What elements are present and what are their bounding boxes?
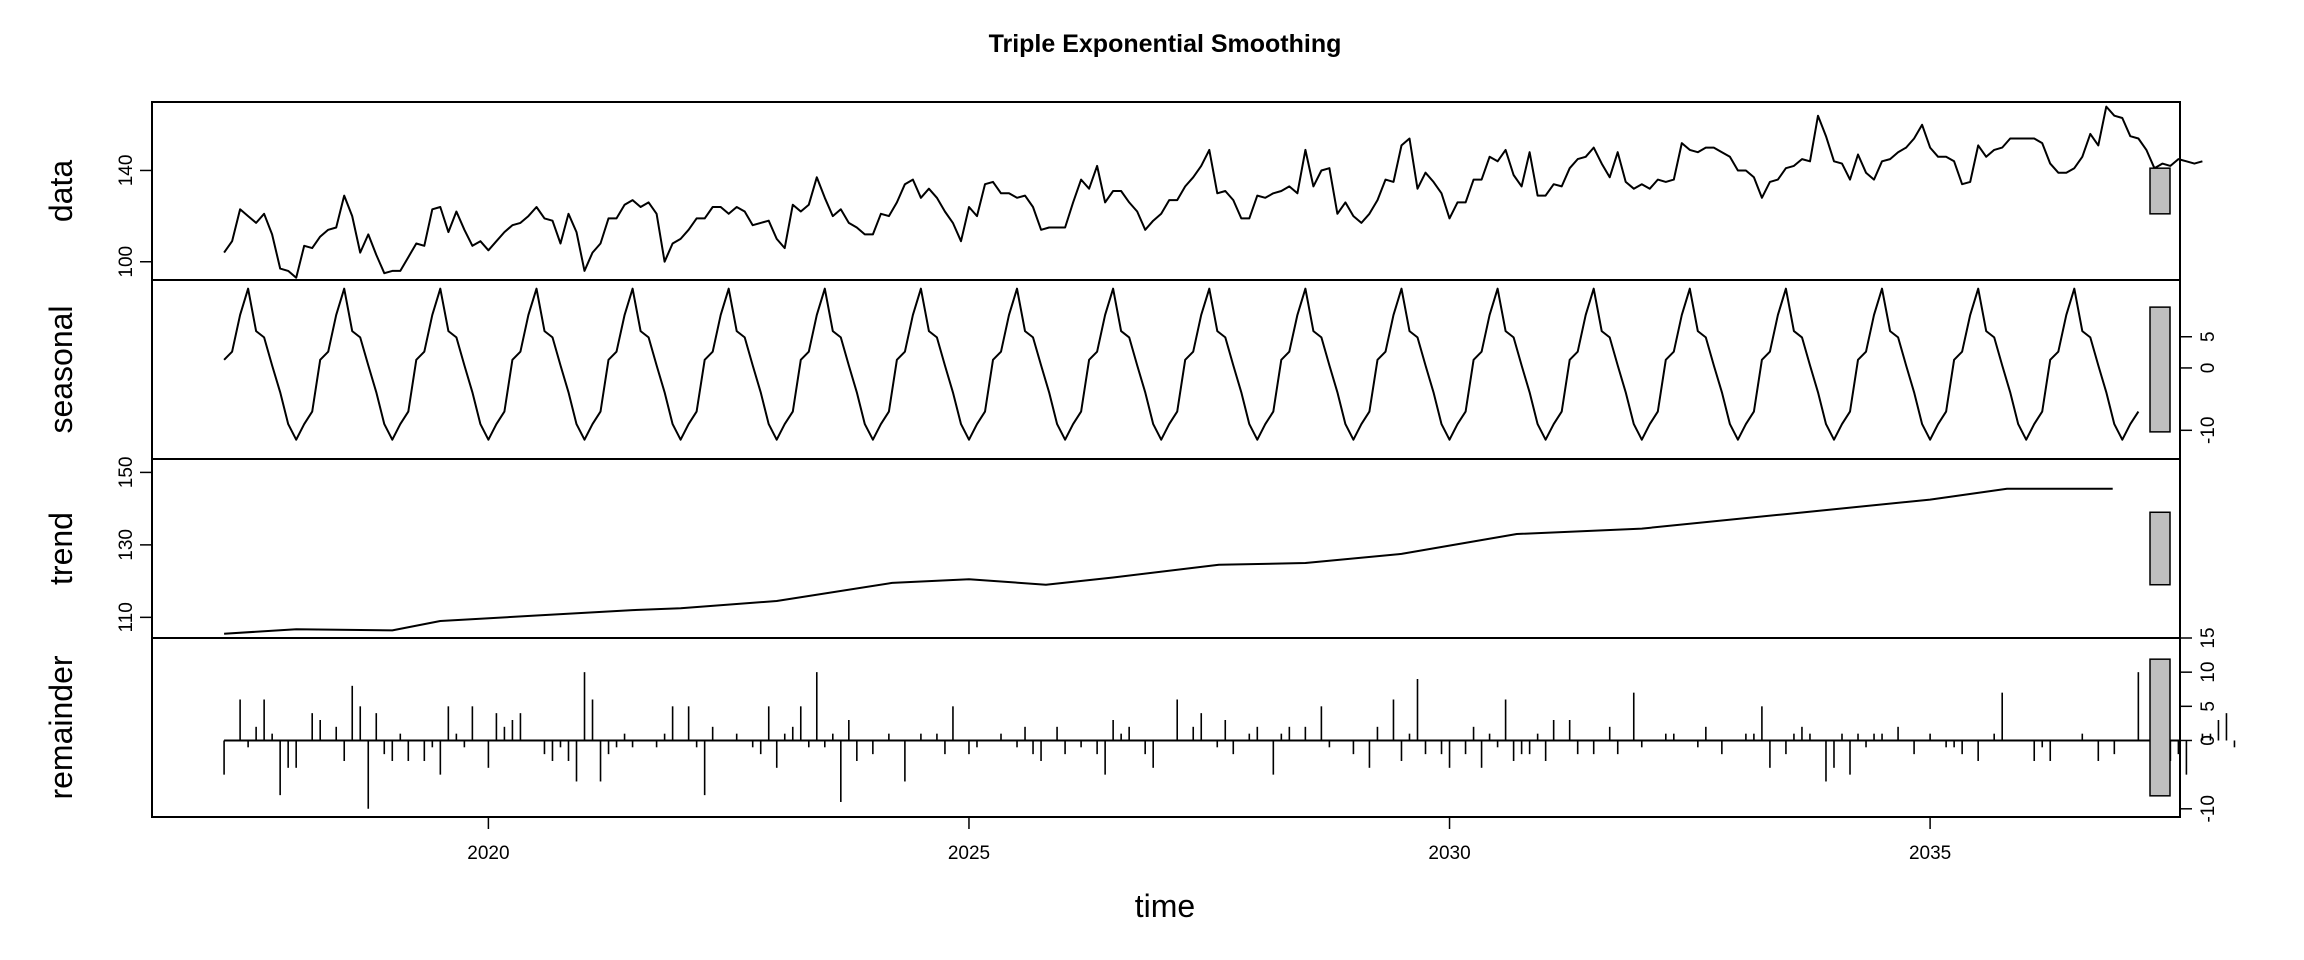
panel-remainder: remainder -10 0 5 10 15 <box>43 627 2236 823</box>
x-tick-label: 2035 <box>1909 843 1951 864</box>
range-bar <box>2149 511 2171 586</box>
range-bar <box>2149 306 2171 433</box>
y-tick-label: -10 <box>2198 795 2219 822</box>
series-line-seasonal <box>223 287 2140 441</box>
x-tick-label: 2025 <box>948 843 990 864</box>
x-axis-label: time <box>1135 888 1195 924</box>
panel-frame <box>151 458 2181 639</box>
y-tick-label: 10 <box>2198 662 2219 683</box>
y-tick-label: 150 <box>116 457 137 489</box>
x-axis: 2020 2025 2030 2035 <box>467 817 1951 864</box>
y-tick-label: 5 <box>2198 701 2219 712</box>
y-tick-label: 0 <box>2198 363 2219 374</box>
y-tick-label: 110 <box>116 602 137 632</box>
y-tick-label: 100 <box>116 246 137 278</box>
panel-frame <box>151 101 2181 281</box>
y-tick-label: 5 <box>2198 331 2219 342</box>
range-bar <box>2149 167 2171 215</box>
x-tick-label: 2020 <box>467 843 509 864</box>
panel-trend: trend 110 130 150 <box>43 457 2181 639</box>
chart-title: Triple Exponential Smoothing <box>989 30 1342 58</box>
series-line-data <box>223 105 2203 279</box>
y-tick-label: 0 <box>2198 735 2219 746</box>
panel-data: data 100 140 <box>43 101 2203 281</box>
x-tick-label: 2030 <box>1428 843 1470 864</box>
y-tick-label: -10 <box>2198 417 2219 444</box>
range-bar <box>2149 658 2171 797</box>
y-tick-label: 15 <box>2198 627 2219 648</box>
panel-label-seasonal: seasonal <box>43 305 79 433</box>
y-tick-label: 140 <box>116 155 137 187</box>
series-line-trend <box>224 487 2113 635</box>
panel-seasonal: seasonal -10 0 5 <box>43 279 2219 460</box>
panel-label-remainder: remainder <box>43 655 79 799</box>
y-tick-label: 130 <box>116 529 137 561</box>
panel-label-data: data <box>43 160 79 222</box>
panel-label-trend: trend <box>43 512 79 585</box>
panel-frame <box>151 637 2181 818</box>
